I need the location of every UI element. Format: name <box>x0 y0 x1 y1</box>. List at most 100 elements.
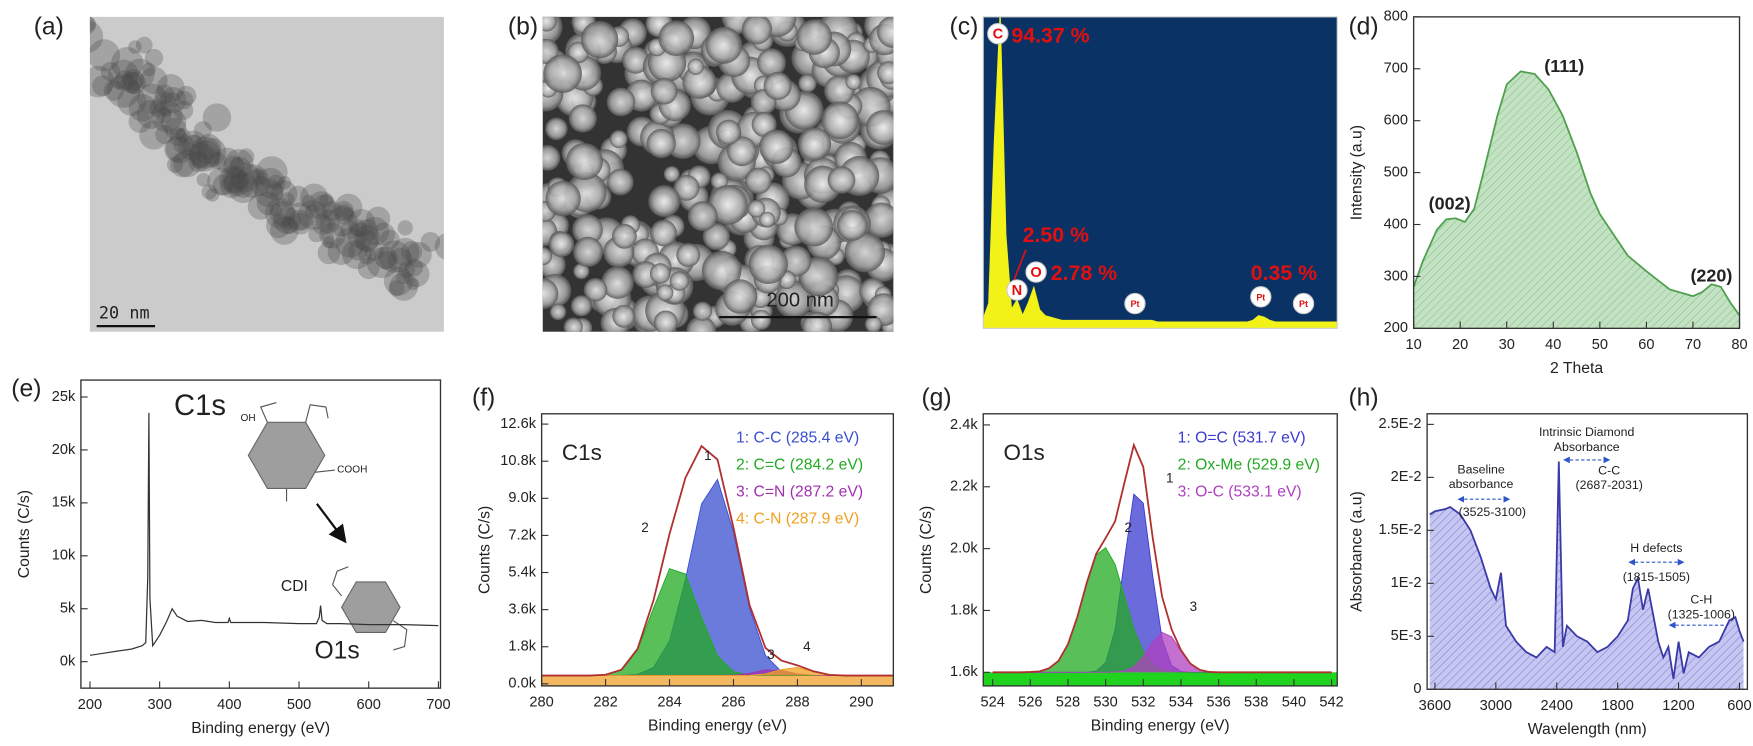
annotation: C-C <box>1598 463 1620 477</box>
particle <box>197 173 211 187</box>
granule <box>607 169 634 196</box>
y-tick-label: 500 <box>1384 164 1408 180</box>
granule <box>659 20 695 56</box>
granule <box>670 271 689 291</box>
area-fill <box>1430 461 1744 689</box>
y-tick-label: 1.5E-2 <box>1378 522 1421 538</box>
molecule-schematic: OH COOH CDI <box>240 403 406 650</box>
x-tick-label: 40 <box>1545 337 1561 353</box>
peak-label: 1 <box>704 448 711 463</box>
y-axis-title: Absorbance (a.u) <box>1349 491 1366 612</box>
legend-entry: 2: C=C (284.2 eV) <box>736 457 863 474</box>
granule <box>866 110 901 145</box>
annotation: Absorbance <box>1554 440 1620 454</box>
annotation: C1s <box>174 390 226 422</box>
particle <box>238 148 254 164</box>
x-tick-label: 540 <box>1282 695 1306 711</box>
x-axis-title: Binding energy (eV) <box>1091 718 1230 735</box>
x-tick-label: 70 <box>1685 337 1701 353</box>
legend-entry: 3: C=N (287.2 eV) <box>736 484 863 501</box>
granule <box>828 166 856 194</box>
granule <box>742 14 772 44</box>
scale-bar-label: 200 nm <box>766 290 833 312</box>
reaction-arrow <box>317 504 344 540</box>
panel-label: (g) <box>921 385 951 412</box>
particle <box>137 84 167 114</box>
particle <box>305 204 320 219</box>
granule <box>573 237 603 267</box>
granule <box>705 27 742 64</box>
granule <box>759 212 775 228</box>
legend-entry: 1: O=C (531.7 eV) <box>1178 430 1306 447</box>
y-tick-label: 1.8k <box>950 602 978 618</box>
element-symbol: Pt <box>1256 292 1265 302</box>
legend-entry: 3: O-C (533.1 eV) <box>1178 484 1302 501</box>
schematic-label: OH <box>240 413 255 424</box>
panel-label: (b) <box>508 14 538 41</box>
y-tick-label: 2.4k <box>950 417 978 433</box>
particle <box>142 63 156 77</box>
baseline-band <box>542 676 894 686</box>
annotation: (1325-1006) <box>1668 607 1735 621</box>
granule <box>650 263 671 284</box>
granule <box>648 185 680 217</box>
y-tick-label: 15k <box>52 495 76 511</box>
peak-label: 4 <box>803 639 811 654</box>
x-tick-label: 3000 <box>1480 698 1513 714</box>
granule <box>545 117 568 140</box>
granule <box>693 302 712 321</box>
y-tick-label: 400 <box>1384 216 1408 232</box>
particle <box>206 188 219 201</box>
baseline-band <box>983 672 1337 686</box>
particle <box>407 278 419 290</box>
y-tick-label: 2E-2 <box>1391 469 1422 485</box>
y-tick-label: 12.6k <box>500 416 536 432</box>
particle <box>356 229 379 252</box>
x-tick-label: 30 <box>1499 337 1515 353</box>
granule <box>676 243 700 267</box>
granule <box>759 130 793 164</box>
element-symbol: Pt <box>1299 299 1308 309</box>
granule <box>688 201 718 231</box>
particle <box>388 280 404 296</box>
peak-label: 1 <box>1166 471 1173 486</box>
annotation: O1s <box>314 638 359 665</box>
x-tick-label: 288 <box>785 695 809 711</box>
x-axis-title: 2 Theta <box>1550 360 1603 377</box>
figure: (a) 20 nm (b) 200 nm OH COOH CDI C94.37 … <box>0 0 1753 741</box>
x-tick-label: 534 <box>1169 695 1193 711</box>
composition-label: 2.78 % <box>1051 261 1117 285</box>
y-tick-label: 800 <box>1384 9 1408 25</box>
element-symbol: Pt <box>1130 299 1139 309</box>
granule <box>549 232 574 257</box>
granule <box>723 279 757 313</box>
panel-label: (h) <box>1348 385 1378 412</box>
y-tick-label: 2.5E-2 <box>1378 416 1421 432</box>
element-symbol: N <box>1012 283 1023 299</box>
granule <box>745 168 772 195</box>
peak-label: 2 <box>1124 520 1131 535</box>
x-axis-title: Wavelength (nm) <box>1528 721 1647 738</box>
annotation: C-H <box>1690 593 1712 607</box>
panel-label: (e) <box>11 376 41 403</box>
granule <box>650 220 677 247</box>
granule <box>535 145 561 171</box>
schematic-label: CDI <box>281 578 308 595</box>
granule <box>688 59 704 75</box>
granule <box>751 310 771 330</box>
y-tick-label: 5k <box>60 601 76 617</box>
x-tick-label: 3600 <box>1419 698 1452 714</box>
bond <box>306 405 328 423</box>
x-tick-label: 524 <box>980 695 1004 711</box>
legend-entry: 2: Ox-Me (529.9 eV) <box>1178 457 1320 474</box>
annotation: absorbance <box>1449 477 1514 491</box>
granule <box>837 210 868 241</box>
granule <box>845 74 861 90</box>
y-tick-label: 0k <box>60 654 76 670</box>
bond <box>261 403 277 423</box>
bond <box>333 567 349 596</box>
y-tick-label: 10.8k <box>500 453 536 469</box>
y-tick-label: 7.2k <box>508 527 536 543</box>
element-symbol: C <box>993 27 1004 43</box>
fit-peak <box>993 632 1332 672</box>
